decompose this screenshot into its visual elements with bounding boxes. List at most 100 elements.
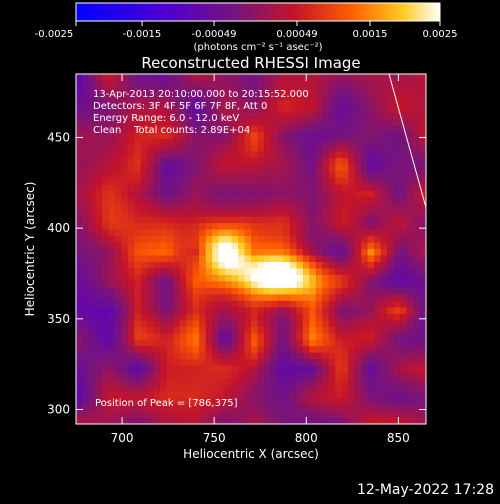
heatmap-cell	[114, 242, 122, 250]
heatmap-cell	[114, 236, 122, 243]
heatmap-cell	[166, 145, 174, 153]
heatmap-cell	[166, 229, 174, 237]
heatmap-cell	[315, 99, 323, 107]
heatmap-cell	[179, 365, 187, 373]
heatmap-cell	[121, 385, 129, 392]
heatmap-cell	[140, 411, 148, 418]
heatmap-cell	[153, 255, 161, 263]
heatmap-cell	[140, 378, 148, 386]
heatmap-cell	[121, 333, 129, 341]
heatmap-cell	[114, 164, 122, 172]
heatmap-cell	[127, 151, 135, 159]
heatmap-cell	[322, 210, 330, 217]
heatmap-cell	[225, 268, 232, 276]
heatmap-cell	[153, 417, 161, 424]
heatmap-cell	[296, 281, 304, 289]
heatmap-cell	[315, 378, 323, 386]
heatmap-cell	[147, 223, 155, 230]
heatmap-cell	[225, 171, 232, 179]
heatmap-cell	[147, 274, 155, 282]
heatmap-cell	[205, 300, 213, 308]
heatmap-cell	[406, 378, 414, 386]
heatmap-cell	[134, 404, 142, 412]
heatmap-cell	[153, 74, 161, 81]
heatmap-cell	[354, 112, 362, 120]
heatmap-cell	[419, 294, 426, 302]
heatmap-cell	[400, 333, 407, 341]
heatmap-cell	[302, 125, 310, 133]
heatmap-cell	[296, 197, 304, 205]
heatmap-cell	[276, 378, 284, 386]
heatmap-cell	[160, 177, 168, 185]
heatmap-cell	[225, 378, 232, 386]
heatmap-cell	[160, 184, 168, 192]
heatmap-cell	[95, 313, 103, 321]
heatmap-cell	[134, 125, 142, 133]
heatmap-cell	[108, 145, 116, 153]
heatmap-cell	[114, 404, 122, 412]
heatmap-cell	[387, 132, 394, 140]
heatmap-cell	[95, 242, 103, 250]
heatmap-cell	[186, 268, 194, 276]
heatmap-cell	[153, 112, 161, 120]
heatmap-cell	[289, 177, 297, 185]
heatmap-cell	[354, 333, 362, 341]
heatmap-cell	[160, 294, 168, 302]
heatmap-cell	[147, 229, 155, 237]
heatmap-cell	[212, 261, 219, 269]
heatmap-cell	[354, 138, 362, 146]
heatmap-cell	[205, 274, 213, 282]
heatmap-cell	[341, 158, 349, 166]
heatmap-cell	[387, 359, 394, 367]
heatmap-cell	[400, 99, 407, 107]
heatmap-cell	[413, 99, 420, 107]
heatmap-cell	[108, 197, 116, 205]
heatmap-cell	[341, 261, 349, 269]
heatmap-cell	[335, 274, 343, 282]
heatmap-cell	[289, 132, 297, 140]
heatmap-cell	[244, 268, 252, 276]
heatmap-cell	[95, 307, 103, 315]
heatmap-cell	[186, 190, 194, 198]
heatmap-cell	[367, 242, 375, 250]
heatmap-cell	[251, 86, 258, 94]
heatmap-cell	[140, 352, 148, 360]
heatmap-cell	[413, 119, 420, 127]
heatmap-cell	[419, 106, 426, 114]
heatmap-cell	[114, 80, 122, 88]
heatmap-cell	[186, 99, 194, 107]
heatmap-cell	[263, 119, 271, 127]
heatmap-cell	[101, 106, 109, 114]
heatmap-cell	[283, 125, 291, 133]
heatmap-cell	[283, 119, 291, 127]
heatmap-cell	[238, 372, 245, 380]
heatmap-cell	[413, 236, 420, 243]
heatmap-cell	[101, 242, 109, 250]
heatmap-cell	[348, 333, 356, 341]
heatmap-cell	[238, 385, 245, 392]
heatmap-cell	[289, 391, 297, 399]
heatmap-cell	[121, 391, 129, 399]
heatmap-cell	[270, 190, 278, 198]
heatmap-cell	[231, 313, 239, 321]
heatmap-cell	[225, 249, 232, 256]
heatmap-cell	[361, 249, 369, 256]
heatmap-cell	[108, 365, 116, 373]
heatmap-cell	[121, 249, 129, 256]
heatmap-cell	[114, 106, 122, 114]
heatmap-cell	[335, 281, 343, 289]
heatmap-cell	[140, 223, 148, 230]
heatmap-cell	[179, 378, 187, 386]
heatmap-cell	[108, 417, 116, 424]
heatmap-cell	[341, 125, 349, 133]
heatmap-cell	[192, 151, 200, 159]
heatmap-cell	[335, 125, 343, 133]
heatmap-cell	[251, 106, 258, 114]
heatmap-cell	[147, 210, 155, 217]
heatmap-cell	[374, 281, 382, 289]
heatmap-cell	[153, 391, 161, 399]
heatmap-cell	[134, 339, 142, 347]
heatmap-cell	[322, 145, 330, 153]
heatmap-cell	[322, 307, 330, 315]
heatmap-cell	[348, 203, 356, 211]
